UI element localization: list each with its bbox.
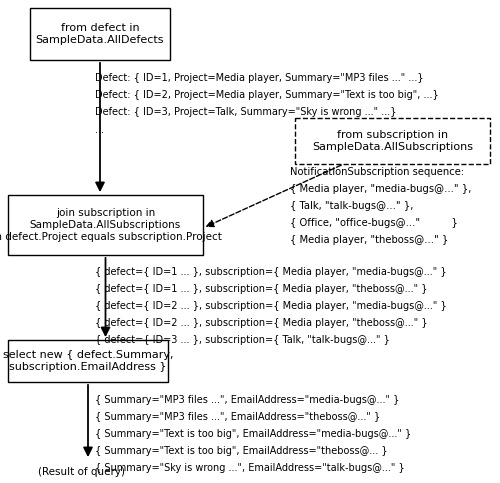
Text: { Summary="Sky is wrong ...", EmailAddress="talk-bugs@..." }: { Summary="Sky is wrong ...", EmailAddre… [95,463,405,473]
Text: ...: ... [95,125,104,135]
Text: NotificationSubscription sequence:: NotificationSubscription sequence: [290,167,464,177]
Bar [30,8,170,60]
Text: Defect: { ID=3, Project=Talk, Summary="Sky is wrong ..." ...}: Defect: { ID=3, Project=Talk, Summary="S… [95,107,396,117]
Bar [295,118,490,164]
Text: { defect={ ID=1 ... }, subscription={ Media player, "theboss@..." }: { defect={ ID=1 ... }, subscription={ Me… [95,284,428,294]
Text: Defect: { ID=1, Project=Media player, Summary="MP3 files ..." ...}: Defect: { ID=1, Project=Media player, Su… [95,73,424,83]
Text: { Summary="MP3 files ...", EmailAddress="media-bugs@..." }: { Summary="MP3 files ...", EmailAddress=… [95,395,400,405]
Text: { defect={ ID=2 ... }, subscription={ Media player, "media-bugs@..." }: { defect={ ID=2 ... }, subscription={ Me… [95,301,447,311]
Text: join subscription in
SampleData.AllSubscriptions
on defect.Project equals subscr: join subscription in SampleData.AllSubsc… [0,208,222,242]
Text: { Talk, "talk-bugs@..." },: { Talk, "talk-bugs@..." }, [290,201,414,211]
Bar [8,340,168,382]
Text: from defect in
SampleData.AllDefects: from defect in SampleData.AllDefects [36,23,164,45]
Text: { Summary="Text is too big", EmailAddress="media-bugs@..." }: { Summary="Text is too big", EmailAddres… [95,429,411,439]
Text: (Result of query): (Result of query) [38,467,125,477]
Bar [8,195,203,255]
Text: { defect={ ID=3 ... }, subscription={ Talk, "talk-bugs@..." }: { defect={ ID=3 ... }, subscription={ Ta… [95,335,390,345]
Text: { Summary="Text is too big", EmailAddress="theboss@... }: { Summary="Text is too big", EmailAddres… [95,446,388,456]
Text: { Media player, "media-bugs@..." },: { Media player, "media-bugs@..." }, [290,184,472,194]
Text: select new { defect.Summary,
subscription.EmailAddress }: select new { defect.Summary, subscriptio… [3,350,173,372]
Text: { Media player, "theboss@..." }: { Media player, "theboss@..." } [290,235,448,245]
Text: { Summary="MP3 files ...", EmailAddress="theboss@..." }: { Summary="MP3 files ...", EmailAddress=… [95,412,380,422]
Text: { Office, "office-bugs@..."          }: { Office, "office-bugs@..." } [290,218,458,228]
Text: { defect={ ID=1 ... }, subscription={ Media player, "media-bugs@..." }: { defect={ ID=1 ... }, subscription={ Me… [95,267,447,277]
Text: Defect: { ID=2, Project=Media player, Summary="Text is too big", ...}: Defect: { ID=2, Project=Media player, Su… [95,90,439,100]
Text: from subscription in
SampleData.AllSubscriptions: from subscription in SampleData.AllSubsc… [312,130,473,152]
Text: { defect={ ID=2 ... }, subscription={ Media player, "theboss@..." }: { defect={ ID=2 ... }, subscription={ Me… [95,318,428,328]
